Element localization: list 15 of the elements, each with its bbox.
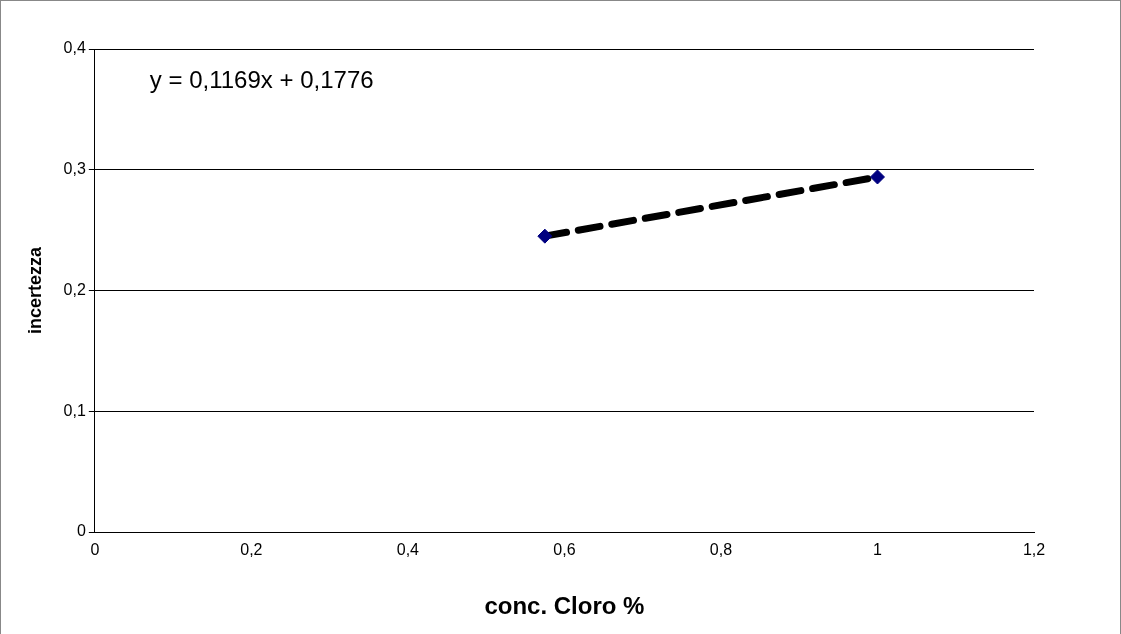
- x-tick-label: 0: [90, 541, 100, 559]
- x-tick-label: 0,8: [709, 541, 733, 559]
- x-axis-title: conc. Cloro %: [484, 592, 645, 620]
- y-axis-title: incertezza: [24, 246, 45, 335]
- y-tick-label: 0,1: [63, 401, 86, 419]
- x-tick-label: 0,4: [396, 541, 420, 559]
- y-tick-label: 0: [76, 522, 86, 540]
- x-tick-label: 0,6: [553, 541, 576, 559]
- x-tick-label: 1: [873, 541, 883, 559]
- annotation: y = 0,1169x + 0,1776: [149, 65, 374, 93]
- x-tick-label: 0,2: [240, 541, 263, 559]
- x-tick-label: 1,2: [1022, 541, 1046, 559]
- y-tick-label: 0,3: [63, 160, 86, 178]
- y-tick-label: 0,4: [63, 39, 86, 57]
- y-tick-label: 0,2: [63, 280, 86, 298]
